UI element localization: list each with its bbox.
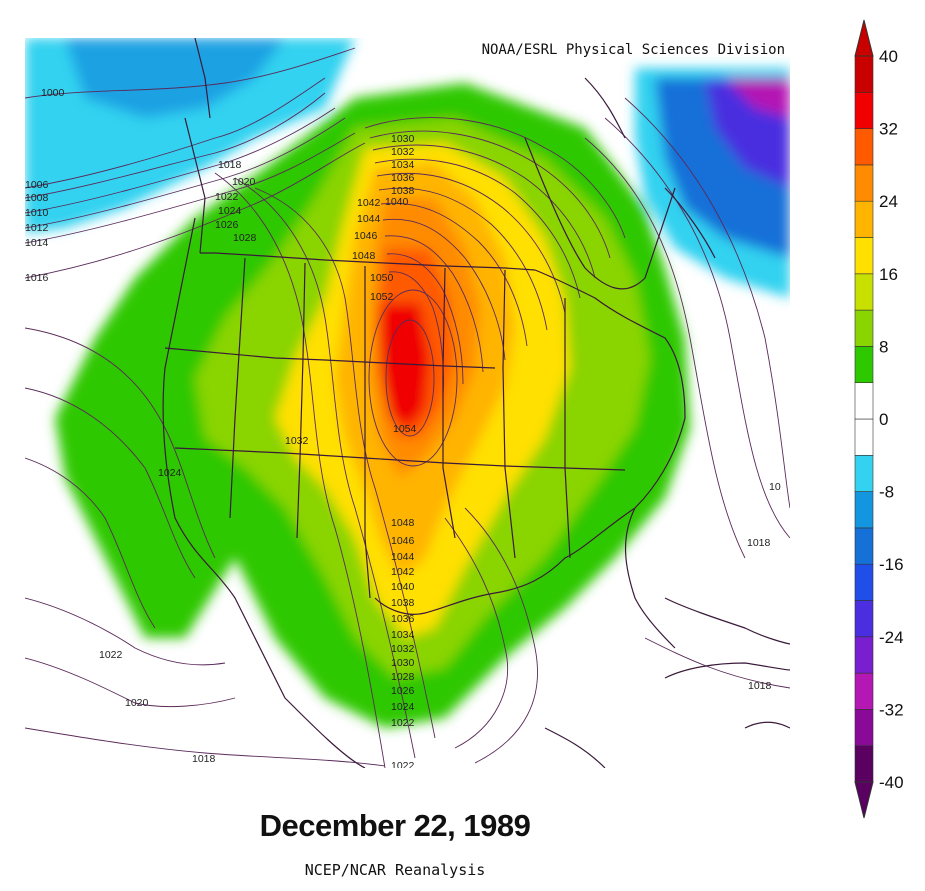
isobar-label: 1050 [370,272,394,284]
colorbar-swatch [854,164,874,202]
isobar-label: 1014 [25,237,49,249]
isobar-label: 1032 [285,435,309,447]
colorbar-tick-label: 0 [879,410,888,429]
isobar-label: 1022 [215,191,239,203]
isobar-label: 1018 [747,537,771,549]
isobar-label: 1030 [391,657,415,669]
colorbar-swatch [854,418,874,456]
colorbar-tick-label: 32 [879,120,898,139]
colorbar-tick-label: -8 [879,483,894,502]
isobar-label: 1036 [391,613,415,625]
isobar-label: 1024 [158,467,182,479]
isobar-label: 1018 [192,753,216,765]
colorbar-swatch [854,491,874,529]
colorbar-tick-label: 16 [879,265,898,284]
isobar-label: 1012 [25,222,49,234]
isobar-label: 1026 [215,219,239,231]
colorbar-swatch [854,92,874,129]
colorbar: 40 32 24 16 8 0 -8 -16 -24 -32 -40 [854,19,904,819]
isobar-label: 1042 [357,197,381,209]
colorbar-swatch [854,273,874,311]
isobar-label: 1018 [218,159,242,171]
colorbar-swatch [854,709,874,747]
colorbar-bottom-arrow [854,781,874,819]
date-title: December 22, 1989 [259,808,531,843]
colorbar-swatch [854,600,874,638]
colorbar-swatch [854,454,874,492]
isobar-label: 1016 [25,272,49,284]
isobar-label: 1022 [99,649,123,661]
isobar-label: 1044 [357,213,381,225]
isobar-label: 1044 [391,551,415,563]
isobar-label: 1018 [748,680,772,692]
isobar-label: 1038 [391,185,415,197]
colorbar-tick-label: -16 [879,555,904,574]
colorbar-swatch [854,382,874,420]
isobar-label: 1032 [391,146,415,158]
colorbar-swatch [854,200,874,238]
isobar-label: 1010 [25,207,49,219]
subtitle: NCEP/NCAR Reanalysis [304,861,486,879]
isobar-label: 1022 [391,717,415,729]
isobar-label: 1024 [218,205,242,217]
colorbar-swatch [854,128,874,166]
isobar-label: 1024 [391,701,415,713]
isobar-label: 1022 [391,760,415,768]
boundaries [162,38,790,768]
isobar-label: 1048 [352,250,376,262]
isobar-label: 1026 [391,685,415,697]
isobar-label: 1028 [233,232,257,244]
isobar-label: 1054 [393,423,417,435]
colorbar-tick-label: -24 [879,628,904,647]
isobar-label: 1030 [391,133,415,145]
isobar-label: 10 [769,481,781,493]
isobar-label: 1034 [391,629,415,641]
colorbar-tick-label: 8 [879,337,888,356]
isobars [25,47,790,768]
colorbar-top-arrow [854,19,874,57]
isobar-label: 1020 [232,176,256,188]
isobar-label: 1008 [25,192,49,204]
isobar-label: 1048 [391,517,415,529]
colorbar-swatch [854,636,874,674]
isobar-label: 1046 [391,535,415,547]
colorbar-swatch [854,563,874,601]
isobar-label: 1052 [370,291,394,303]
colorbar-tick-label: 40 [879,47,898,66]
colorbar-swatch [854,745,874,783]
isobar-label: 1032 [391,643,415,655]
colorbar-tick-label: -40 [879,773,904,792]
isobar-label: 1000 [41,87,65,99]
isobar-label: 1020 [125,697,149,709]
colorbar-swatch [854,346,874,383]
colorbar-swatch [854,309,874,347]
weather-map: 1000 1006 1008 1010 1012 1014 1016 1018 1020 1022… [25,38,790,768]
colorbar-tick-label: 24 [879,192,898,211]
isobar-label: 1006 [25,179,49,191]
isobar-label: 1038 [391,597,415,609]
isobar-label: 1036 [391,172,415,184]
colorbar-swatch [854,527,874,565]
credit-text: NOAA/ESRL Physical Sciences Division [481,42,785,58]
isobar-label: 1034 [391,159,415,171]
isobar-label: 1046 [354,230,378,242]
isobar-label: 1040 [385,196,409,208]
colorbar-swatch [854,237,874,275]
isobar-label: 1028 [391,671,415,683]
isobar-label: 1042 [391,566,415,578]
isobar-label: 1040 [391,581,415,593]
colorbar-swatch [854,672,874,710]
colorbar-swatch [854,55,874,93]
colorbar-tick-label: -32 [879,700,904,719]
